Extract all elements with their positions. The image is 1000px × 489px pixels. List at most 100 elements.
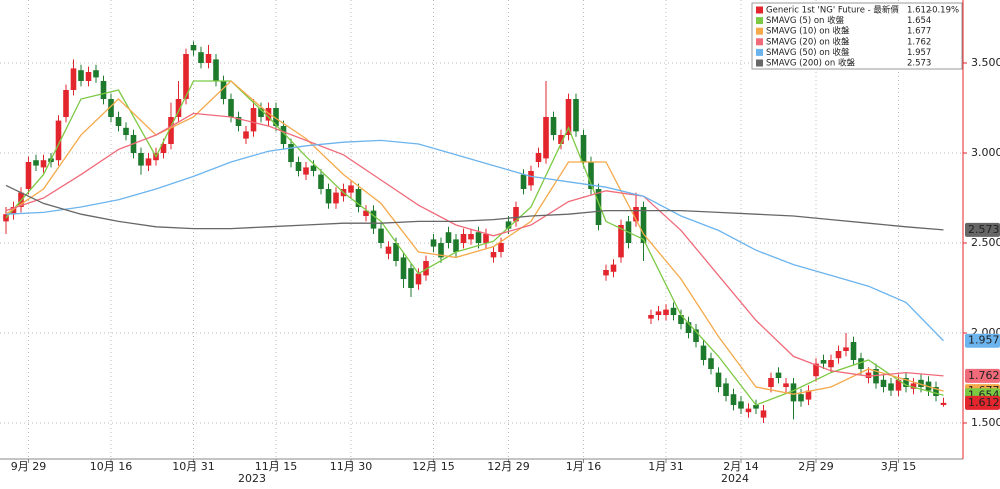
ma-line	[5, 139, 944, 342]
candle-body	[910, 383, 917, 389]
candle-body	[708, 358, 714, 369]
ma-line	[5, 80, 944, 406]
legend: Generic 1st 'NG' Future - 最新價 1.612-0.19%…	[751, 2, 963, 70]
value-tag: 1.612	[968, 396, 1000, 409]
candle-body	[183, 54, 189, 99]
candle-body	[235, 117, 242, 126]
candle-body	[400, 257, 407, 279]
candle-body	[205, 54, 212, 63]
candle-body	[745, 408, 752, 413]
candle-body	[648, 315, 654, 319]
legend-change: -0.19%	[929, 6, 959, 16]
candle-body	[378, 228, 384, 243]
candle-body	[288, 144, 294, 162]
candle-body	[468, 234, 474, 240]
candle-body	[505, 221, 512, 229]
value-tag: 1.762	[968, 369, 1000, 382]
x-tick-label: 12月 15	[412, 460, 455, 473]
legend-label: SMAVG (200) on 收盤	[766, 58, 855, 69]
legend-label: SMAVG (50) on 收盤	[766, 47, 850, 58]
candle-body	[558, 135, 564, 144]
candle-body	[385, 246, 392, 254]
candle-body	[760, 410, 767, 418]
value-tag-bg	[965, 222, 1000, 237]
candle-body	[753, 405, 759, 409]
candle-body	[805, 390, 812, 400]
legend-value: 1.654	[907, 16, 931, 26]
value-tag-bg	[965, 368, 1000, 383]
candle-body	[498, 243, 504, 252]
candle-body	[33, 160, 39, 166]
legend-label: SMAVG (5) on 收盤	[766, 15, 845, 26]
candle-body	[108, 99, 114, 117]
candle-body	[123, 127, 129, 135]
candle-body	[250, 108, 257, 132]
legend-swatch	[756, 38, 763, 46]
candle-body	[865, 372, 872, 378]
candle-body	[220, 81, 227, 99]
candle-body	[475, 232, 482, 243]
candle-body	[460, 234, 467, 243]
candle-body	[138, 153, 144, 166]
candle-body	[813, 363, 819, 377]
candle-body	[610, 264, 617, 272]
candle-body	[790, 383, 797, 402]
legend-box	[751, 2, 963, 70]
x-tick-label: 12月 29	[487, 460, 530, 473]
candle-body	[243, 131, 249, 139]
candle-body	[820, 360, 827, 364]
candle-body	[160, 144, 167, 153]
candle-body	[678, 315, 684, 324]
candle-body	[828, 360, 834, 368]
candle-body	[280, 126, 287, 144]
candle-body	[78, 70, 84, 81]
y-tick-label: 3.000	[971, 146, 1000, 159]
candle-body	[633, 207, 639, 222]
x-tick-label: 10月 16	[90, 460, 133, 473]
candle-body	[880, 379, 887, 387]
x-tick-label: 2月 29	[798, 460, 834, 473]
candle-body	[273, 108, 279, 126]
y-tick-label: 1.500	[971, 416, 1000, 429]
value-tag: 1.957	[968, 334, 1000, 347]
candle-body	[738, 401, 744, 409]
candle-body	[198, 52, 204, 63]
candle-body	[933, 387, 939, 396]
legend-value: 1.762	[907, 37, 931, 47]
x-tick-label: 11月 15	[255, 460, 298, 473]
candle-body	[655, 311, 662, 315]
candle-body	[63, 90, 69, 117]
candle-body	[543, 117, 549, 159]
candle-body	[685, 322, 692, 333]
legend-value: 1.957	[907, 48, 931, 58]
candle-body	[693, 329, 699, 342]
candle-body	[40, 160, 47, 168]
legend-label: SMAVG (10) on 收盤	[766, 26, 850, 37]
legend-label: SMAVG (20) on 收盤	[766, 36, 850, 47]
candle-body	[430, 239, 437, 247]
value-tag-bg	[965, 395, 1000, 410]
legend-swatch	[756, 6, 763, 14]
candle-body	[70, 68, 77, 90]
candle-body	[213, 59, 219, 81]
candle-body	[858, 358, 864, 369]
candle-body	[843, 347, 849, 351]
candle-body	[85, 72, 92, 81]
candle-body	[603, 270, 609, 276]
legend-swatch	[756, 27, 763, 35]
candle-body	[93, 70, 99, 78]
candle-body	[520, 174, 527, 189]
x-year-label: 2024	[721, 472, 749, 485]
candle-body	[528, 171, 534, 186]
candle-body	[55, 120, 62, 161]
y-tick-label: 2.500	[971, 236, 1000, 249]
candle-body	[415, 273, 422, 285]
candle-body	[888, 383, 894, 391]
candle-body	[490, 252, 497, 258]
candle-body	[940, 402, 947, 405]
candle-body	[783, 383, 789, 387]
candle-body	[483, 234, 489, 243]
candle-body	[453, 239, 459, 252]
candle-body	[445, 232, 452, 243]
candle-body	[355, 189, 362, 207]
